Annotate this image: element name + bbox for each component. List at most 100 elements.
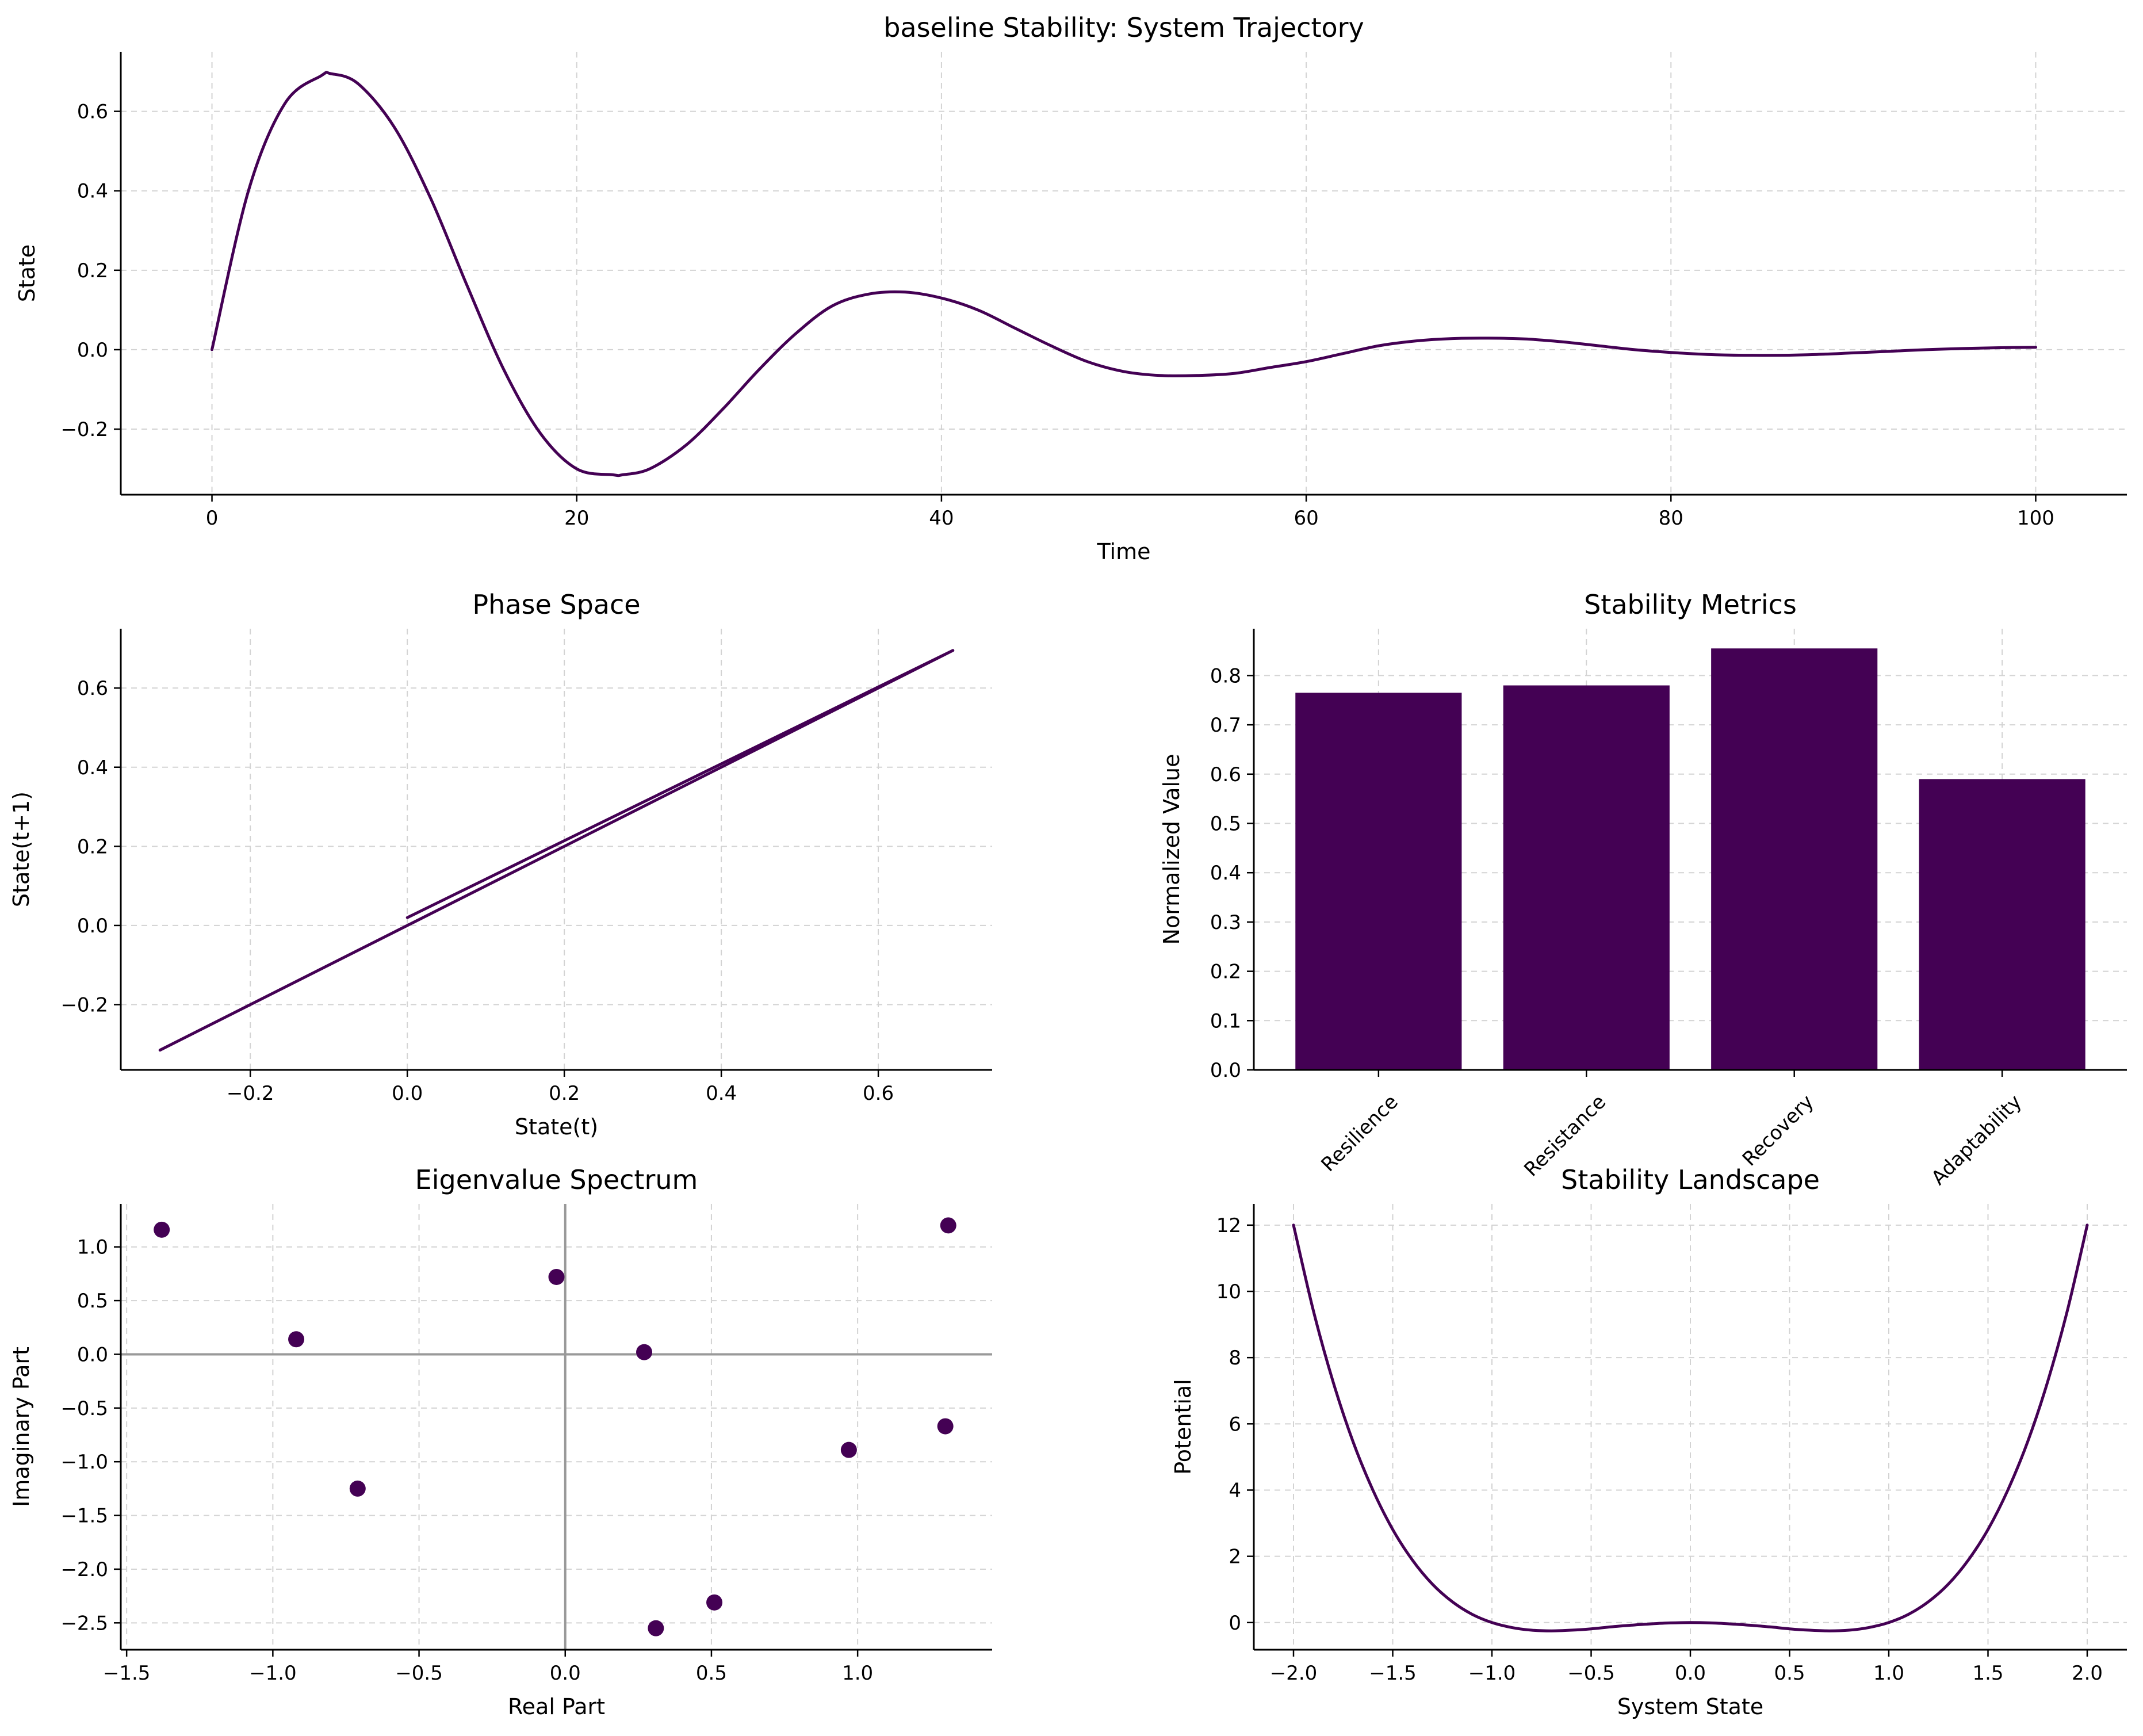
y-tick-label: 0 <box>1229 1612 1241 1635</box>
chart-title: Stability Metrics <box>1584 589 1797 620</box>
y-tick-label: 8 <box>1229 1347 1241 1370</box>
scatter-point <box>840 1441 857 1458</box>
x-tick-label: 40 <box>929 507 954 530</box>
chart-phase: −0.2 0.0 0.2 0.4 0.6 −0.2 0.0 0.2 0.4 0.6 Phase Sp… <box>9 589 992 1140</box>
bar-resistance <box>1503 685 1670 1070</box>
y-tick-label: 0.2 <box>77 835 108 858</box>
y-tick-label: 0.3 <box>1210 911 1241 934</box>
y-axis-label: Potential <box>1170 1379 1196 1474</box>
scatter-point <box>154 1221 170 1238</box>
chart-eigen: −1.5 −1.0 −0.5 0.0 0.5 1.0 −2.5 −2.0 −1.5 −1.0 −0.… <box>9 1164 992 1719</box>
chart-metrics: Resilience Resistance Recovery Adaptability… <box>1159 589 2127 1190</box>
x-tick-label: 0.4 <box>706 1082 737 1105</box>
x-tick-label: 1.0 <box>842 1662 873 1685</box>
scatter-point <box>648 1620 664 1636</box>
y-tick-label: 0.0 <box>77 1343 108 1366</box>
series-line <box>158 649 955 1052</box>
chart-title: Eigenvalue Spectrum <box>415 1164 698 1195</box>
y-tick-label: 0.2 <box>1210 961 1241 984</box>
scatter-point <box>937 1418 954 1435</box>
scatter-point <box>548 1268 565 1285</box>
x-tick-label: 2.0 <box>2072 1662 2103 1685</box>
x-axis-label: System State <box>1617 1694 1763 1719</box>
x-tick-label: Adaptability <box>1927 1091 2026 1190</box>
bar-adaptability <box>1919 779 2085 1070</box>
x-tick-label: 0.5 <box>696 1662 727 1685</box>
y-tick-label: −0.5 <box>60 1397 108 1420</box>
y-tick-label: 2 <box>1229 1546 1241 1569</box>
x-tick-label: −1.0 <box>1468 1662 1516 1685</box>
y-tick-label: 6 <box>1229 1413 1241 1436</box>
x-tick-label: −1.5 <box>1369 1662 1417 1685</box>
x-axis-label: State(t) <box>515 1114 598 1140</box>
grid <box>121 52 2127 495</box>
x-tick-label: Recovery <box>1738 1091 1819 1171</box>
y-tick-label: 0.0 <box>1210 1059 1241 1082</box>
chart-title: Phase Space <box>472 589 640 620</box>
x-tick-label: 100 <box>2017 507 2054 530</box>
bar-recovery <box>1711 648 1878 1070</box>
x-axis-label: Real Part <box>508 1694 605 1719</box>
y-tick-label: −2.5 <box>60 1612 108 1635</box>
y-tick-label: 0.6 <box>1210 763 1241 786</box>
y-tick-label: −0.2 <box>60 993 108 1016</box>
scatter-point <box>940 1217 956 1234</box>
y-tick-label: 0.4 <box>1210 862 1241 885</box>
x-tick-label: 0 <box>206 507 219 530</box>
y-tick-label: 0.8 <box>1210 664 1241 687</box>
y-tick-label: 10 <box>1216 1280 1241 1303</box>
y-tick-label: 1.0 <box>77 1236 108 1259</box>
y-tick-label: −1.5 <box>60 1505 108 1528</box>
x-tick-label: −1.5 <box>103 1662 151 1685</box>
y-tick-label: 0.5 <box>77 1290 108 1313</box>
chart-trajectory: 0 20 40 60 80 100 −0.2 0.0 0.2 0.4 0.6 baseline Sta… <box>14 12 2127 564</box>
y-tick-label: 0.6 <box>77 101 108 124</box>
scatter-point <box>349 1480 366 1497</box>
x-tick-label: −0.2 <box>227 1082 274 1105</box>
x-tick-label: 60 <box>1294 507 1318 530</box>
scatter-point <box>636 1344 653 1360</box>
grid <box>1254 1204 2127 1650</box>
x-tick-label: 1.0 <box>1873 1662 1904 1685</box>
scatter-point <box>706 1594 723 1611</box>
y-axis-label: State <box>14 244 40 303</box>
y-axis-label: Normalized Value <box>1159 754 1184 945</box>
x-tick-label: 1.5 <box>1972 1662 2003 1685</box>
y-tick-label: −0.2 <box>60 418 108 441</box>
x-axis-label: Time <box>1097 539 1151 564</box>
x-tick-label: −2.0 <box>1270 1662 1318 1685</box>
x-tick-label: 0.2 <box>549 1082 580 1105</box>
y-tick-label: 0.2 <box>77 259 108 282</box>
y-tick-label: 0.7 <box>1210 714 1241 737</box>
x-tick-label: −0.5 <box>1567 1662 1615 1685</box>
x-tick-label: Resilience <box>1317 1091 1402 1176</box>
x-tick-label: −0.5 <box>395 1662 443 1685</box>
y-tick-label: 4 <box>1229 1479 1241 1502</box>
y-tick-label: 0.4 <box>77 180 108 203</box>
x-tick-label: 80 <box>1659 507 1683 530</box>
chart-landscape: −2.0 −1.5 −1.0 −0.5 0.0 0.5 1.0 1.5 2.0 0 2 4 6 8 10 12… <box>1170 1164 2127 1719</box>
x-tick-label: 0.0 <box>550 1662 581 1685</box>
y-axis-label: Imaginary Part <box>9 1347 34 1507</box>
y-tick-label: −2.0 <box>60 1558 108 1581</box>
scatter-point <box>288 1331 305 1348</box>
x-tick-label: 20 <box>564 507 589 530</box>
y-tick-label: 0.4 <box>77 756 108 779</box>
y-tick-label: 0.5 <box>1210 813 1241 836</box>
chart-title: baseline Stability: System Trajectory <box>883 12 1364 43</box>
y-tick-label: 12 <box>1216 1214 1241 1237</box>
x-tick-label: 0.6 <box>863 1082 894 1105</box>
y-tick-label: 0.6 <box>77 677 108 700</box>
bar-resilience <box>1295 693 1462 1070</box>
chart-title: Stability Landscape <box>1561 1164 1820 1195</box>
series-line <box>211 71 2037 477</box>
y-tick-label: −1.0 <box>60 1451 108 1474</box>
x-tick-label: 0.5 <box>1774 1662 1805 1685</box>
y-axis-label: State(t+1) <box>9 791 34 907</box>
y-tick-label: 0.1 <box>1210 1010 1241 1033</box>
grid <box>121 629 992 1070</box>
series-line <box>1292 1223 2089 1632</box>
x-tick-label: −1.0 <box>249 1662 297 1685</box>
x-tick-label: 0.0 <box>1675 1662 1706 1685</box>
y-tick-label: 0.0 <box>77 339 108 362</box>
